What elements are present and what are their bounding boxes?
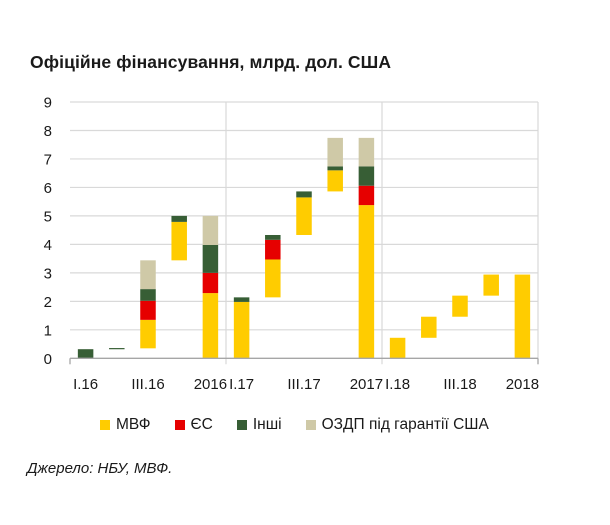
legend: МВФ ЄС Інші ОЗДП під гарантії США	[100, 416, 513, 434]
legend-label-imf: МВФ	[116, 416, 151, 433]
x-tick-label-I.16: I.16	[73, 376, 98, 393]
chart-title: Офіційне фінансування, млрд. дол. США	[30, 52, 392, 72]
bar-segment-2016-1	[202, 272, 219, 294]
y-tick-label-6: 6	[44, 180, 52, 197]
y-tick-label-4: 4	[44, 237, 52, 254]
x-tick-label-I.17: I.17	[229, 376, 254, 393]
x-tick-label-I.18: I.18	[385, 376, 410, 393]
bar-segment-I.17-0	[233, 301, 250, 359]
bars	[77, 137, 531, 359]
bar-segment-I.17-2	[233, 297, 250, 302]
bar-segment-III.17-2	[296, 191, 312, 198]
legend-label-bonds: ОЗДП під гарантії США	[321, 416, 489, 433]
bar-segment-III.16-2	[140, 289, 156, 301]
legend-swatch-bonds	[305, 420, 316, 430]
bar-segment-2016-3	[202, 215, 219, 245]
y-tick-label-9: 9	[44, 95, 52, 112]
x-tick-label-III.17: III.17	[287, 376, 320, 393]
y-tick-label-7: 7	[44, 151, 52, 168]
bar-segment-2017-2	[358, 166, 375, 186]
x-tick-label-III.16: III.16	[131, 376, 164, 393]
y-tick-label-0: 0	[44, 351, 52, 368]
y-tick-label-3: 3	[44, 265, 52, 282]
y-tick-label-8: 8	[44, 123, 52, 140]
bar-segment-II.18-0	[421, 316, 437, 338]
x-tick-label-2016: 2016	[194, 376, 227, 393]
bar-segment-IV.17-2	[327, 166, 343, 171]
bar-segment-II.17-1	[265, 239, 281, 260]
x-axis	[69, 357, 539, 365]
legend-swatch-other	[236, 420, 247, 430]
bar-segment-2018-0	[514, 274, 531, 359]
y-tick-label-5: 5	[44, 208, 52, 225]
bar-segment-III.16-3	[140, 260, 156, 290]
gridlines	[70, 101, 539, 365]
bar-segment-2017-1	[358, 185, 375, 206]
x-tick-label-2018: 2018	[506, 376, 539, 393]
bar-segment-2017-0	[358, 205, 375, 359]
legend-item-eu: ЄС	[174, 416, 213, 434]
legend-swatch-eu	[174, 420, 185, 430]
bar-segment-II.17-2	[265, 234, 281, 240]
bar-segment-IV.17-0	[327, 170, 343, 192]
bar-segment-2016-2	[202, 244, 219, 273]
bar-segment-II.17-0	[265, 259, 281, 298]
bar-segment-IV.16-2	[171, 215, 187, 222]
bar-segment-2017-3	[358, 137, 375, 167]
bar-segment-I.18-0	[389, 337, 406, 359]
legend-label-eu: ЄС	[190, 416, 213, 433]
y-axis-ticks: 0 1 2 3 4 5 6 7 8 9	[44, 95, 52, 368]
legend-item-bonds: ОЗДП під гарантії США	[305, 416, 489, 434]
bar-segment-II.16-2	[109, 348, 125, 350]
bar-segment-2016-0	[202, 293, 219, 359]
bar-segment-IV.16-0	[171, 221, 187, 261]
bar-segment-III.16-0	[140, 319, 156, 349]
x-tick-label-III.18: III.18	[443, 376, 476, 393]
bar-segment-III.16-1	[140, 300, 156, 320]
y-tick-label-2: 2	[44, 294, 52, 311]
x-tick-label-2017: 2017	[350, 376, 383, 393]
x-axis-ticks: I.16 III.16 2016 I.17 III.17 2017 I.18 III.18 20…	[73, 376, 539, 393]
legend-item-other: Інші	[236, 416, 282, 434]
source-note: Джерело: НБУ, МВФ.	[27, 460, 173, 477]
bar-segment-IV.17-3	[327, 137, 343, 167]
bar-segment-IV.18-0	[483, 274, 499, 296]
bar-segment-I.16-2	[77, 349, 94, 359]
legend-item-imf: МВФ	[100, 416, 151, 434]
bar-segment-III.17-0	[296, 197, 312, 235]
y-tick-label-1: 1	[44, 322, 52, 339]
legend-label-other: Інші	[252, 416, 282, 433]
legend-swatch-imf	[100, 420, 110, 430]
bar-segment-III.18-0	[452, 295, 468, 317]
